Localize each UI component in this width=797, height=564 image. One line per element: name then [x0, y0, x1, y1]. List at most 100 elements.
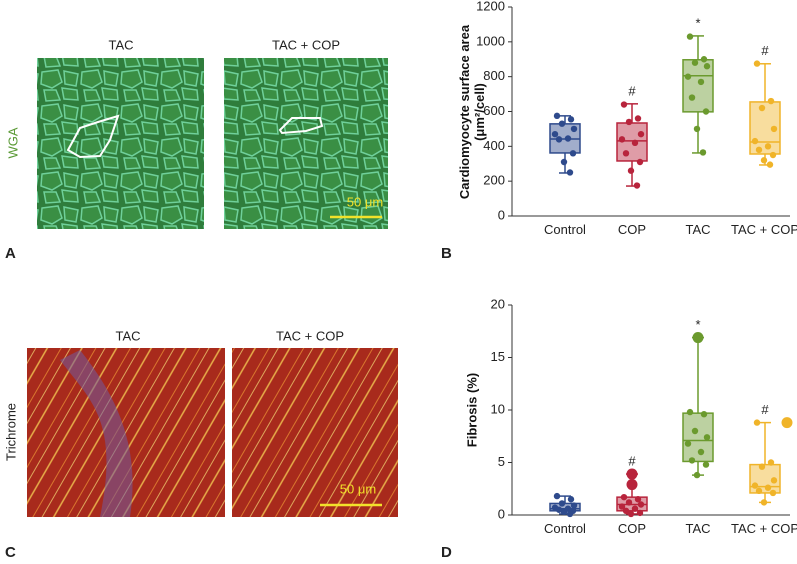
data-point — [702, 461, 710, 468]
image-title: TAC — [115, 328, 140, 343]
data-point — [618, 136, 626, 143]
cell-outline — [66, 114, 120, 159]
data-point — [691, 427, 699, 435]
data-point — [700, 56, 708, 63]
data-point — [760, 157, 768, 164]
data-point — [758, 104, 766, 112]
data-point — [631, 505, 639, 512]
y-tick-label: 200 — [483, 173, 505, 188]
x-tick-label: TAC — [685, 222, 711, 237]
data-point — [622, 150, 630, 157]
y-tick-label: 1200 — [476, 0, 505, 13]
data-point — [570, 502, 578, 509]
y-tick-label: 10 — [491, 401, 505, 416]
data-point — [769, 151, 777, 159]
data-point — [767, 97, 775, 105]
data-point — [618, 503, 626, 510]
data-point — [751, 482, 759, 489]
data-point — [558, 120, 566, 127]
data-point — [637, 130, 645, 138]
data-point — [688, 457, 696, 464]
x-tick-label: TAC — [685, 521, 711, 536]
data-point — [691, 59, 699, 66]
data-point — [764, 484, 772, 491]
data-point — [700, 411, 708, 418]
data-point — [634, 496, 642, 503]
data-point — [684, 440, 692, 447]
data-point — [770, 477, 778, 484]
y-axis-label: Fibrosis (%) — [464, 372, 480, 448]
data-point — [760, 499, 768, 506]
data-point — [553, 492, 561, 500]
data-point — [566, 169, 574, 176]
data-point — [697, 78, 705, 86]
image-title: TAC + COP — [276, 328, 344, 343]
image-title: TAC + COP — [272, 37, 340, 52]
data-point — [627, 510, 635, 518]
data-point — [767, 459, 775, 466]
data-point — [620, 493, 628, 501]
data-point — [693, 471, 701, 479]
data-point — [702, 108, 710, 115]
data-point — [625, 118, 633, 126]
data-point — [636, 509, 644, 517]
data-point — [625, 499, 633, 506]
micrograph — [232, 348, 398, 517]
data-point — [636, 158, 644, 166]
data-point — [620, 101, 628, 108]
data-point — [758, 463, 766, 470]
x-tick-label: TAC + COP — [730, 521, 797, 536]
data-point — [684, 73, 692, 80]
panel-label: B — [441, 245, 452, 262]
stain-label: Trichrome — [3, 403, 18, 461]
data-point — [558, 500, 566, 507]
box — [682, 412, 714, 463]
data-point — [755, 487, 763, 495]
data-point — [633, 182, 641, 189]
data-point — [567, 496, 575, 503]
data-point — [703, 434, 711, 441]
data-point — [755, 146, 763, 154]
significance-mark: # — [628, 453, 636, 468]
significance-mark: * — [695, 15, 700, 30]
x-tick-label: Control — [544, 222, 586, 237]
data-point — [686, 33, 694, 40]
data-point — [631, 139, 639, 147]
y-tick-label: 800 — [483, 68, 505, 83]
data-point — [551, 130, 559, 138]
y-tick-label: 600 — [483, 103, 505, 118]
y-tick-label: 0 — [498, 506, 505, 521]
data-point — [769, 489, 777, 497]
data-point — [637, 501, 645, 508]
outlier-point — [692, 332, 704, 344]
scale-label: 50 μm — [347, 194, 383, 209]
data-point — [569, 150, 577, 157]
data-point — [753, 419, 761, 426]
data-point — [553, 112, 561, 120]
data-point — [703, 63, 711, 70]
x-tick-label: COP — [617, 521, 647, 536]
data-point — [627, 167, 635, 174]
micrograph — [224, 58, 388, 229]
significance-mark: # — [761, 402, 769, 417]
data-point — [751, 137, 759, 145]
data-point — [688, 94, 696, 101]
image-title: TAC — [108, 37, 133, 52]
data-point — [686, 408, 694, 416]
data-point — [764, 143, 772, 150]
x-tick-label: TAC + COP — [730, 222, 797, 237]
fibrosis-region — [60, 350, 133, 517]
data-point — [564, 135, 572, 142]
outlier-point — [781, 417, 793, 429]
data-point — [770, 125, 778, 133]
data-point — [634, 115, 642, 122]
data-point — [566, 510, 574, 518]
scale-label: 50 μm — [340, 481, 376, 496]
data-point — [555, 506, 563, 513]
data-point — [693, 125, 701, 133]
y-tick-label: 5 — [498, 454, 505, 469]
significance-mark: * — [695, 317, 700, 332]
y-tick-label: 20 — [491, 296, 505, 311]
